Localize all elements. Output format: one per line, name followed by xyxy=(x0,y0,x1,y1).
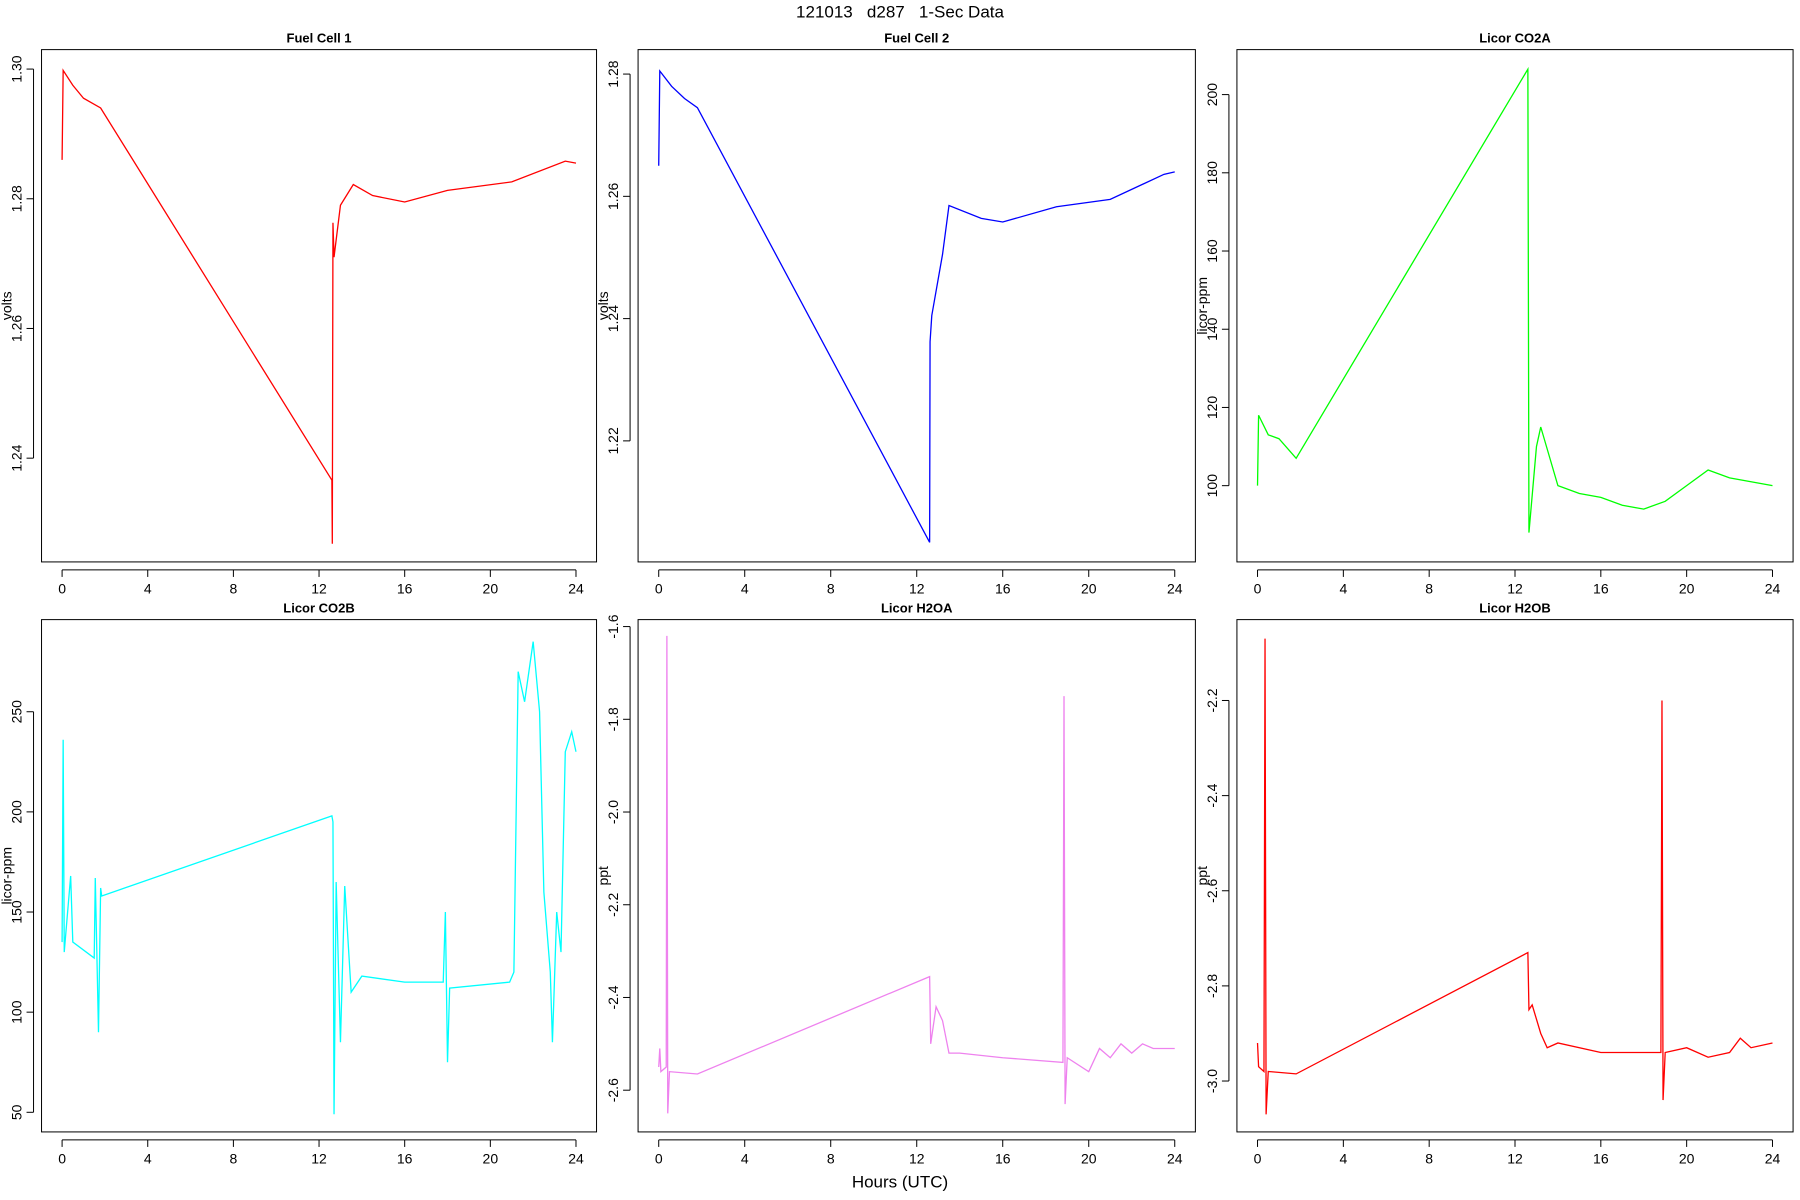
y-axis-label: ppt xyxy=(1194,866,1210,886)
x-tick-label: 16 xyxy=(1593,581,1609,597)
x-axis-label: Hours (UTC) xyxy=(852,1172,948,1191)
x-tick-label: 4 xyxy=(741,581,749,597)
y-tick-label: 1.24 xyxy=(605,305,621,332)
panel-title: Licor H2OA xyxy=(881,601,953,616)
plot-frame xyxy=(637,49,1196,563)
panel-title: Licor H2OB xyxy=(1479,601,1551,616)
data-line xyxy=(1256,638,1773,1115)
data-line xyxy=(658,635,1175,1114)
x-tick-label: 20 xyxy=(1679,1151,1695,1167)
x-tick-label: 12 xyxy=(311,581,327,597)
y-tick-label: 140 xyxy=(1204,317,1220,341)
x-tick-label: 8 xyxy=(1425,581,1433,597)
y-tick-label: -1.8 xyxy=(605,707,621,731)
y-tick-label: 1.28 xyxy=(9,185,25,212)
y-axis-label: ppt xyxy=(595,866,611,886)
y-tick-label: -2.2 xyxy=(605,892,621,916)
x-tick-label: 8 xyxy=(827,581,835,597)
x-tick-label: 8 xyxy=(229,1151,237,1167)
x-tick-label: 0 xyxy=(58,1151,66,1167)
x-tick-label: 20 xyxy=(483,1151,499,1167)
x-tick-label: 24 xyxy=(1765,581,1781,597)
panel-title: Fuel Cell 1 xyxy=(287,31,352,46)
y-tick-label: -2.6 xyxy=(1204,878,1220,902)
y-tick-label: 50 xyxy=(9,1104,25,1120)
plot-frame xyxy=(637,619,1196,1133)
plot-frame xyxy=(41,619,598,1133)
x-tick-label: 20 xyxy=(1679,581,1695,597)
y-tick-label: 1.22 xyxy=(605,427,621,454)
plot-frame xyxy=(1236,49,1794,563)
y-tick-label: -2.4 xyxy=(605,985,621,1009)
y-tick-label: -2.6 xyxy=(605,1078,621,1102)
y-tick-label: 250 xyxy=(9,700,25,724)
x-tick-label: 20 xyxy=(1081,581,1097,597)
y-tick-label: 1.28 xyxy=(605,60,621,87)
y-axis-label: licor-ppm xyxy=(1194,277,1210,335)
y-tick-label: -2.2 xyxy=(1204,688,1220,712)
y-tick-label: 1.30 xyxy=(9,55,25,82)
plot-frame xyxy=(1236,619,1794,1133)
x-tick-label: 24 xyxy=(568,581,584,597)
y-tick-label: 100 xyxy=(9,1000,25,1024)
y-tick-label: -2.4 xyxy=(1204,783,1220,807)
x-tick-label: 12 xyxy=(311,1151,327,1167)
x-tick-label: 0 xyxy=(1254,1151,1262,1167)
panel-title: Licor CO2A xyxy=(1479,31,1551,46)
y-tick-label: -1.6 xyxy=(605,614,621,638)
y-tick-label: 1.26 xyxy=(9,315,25,342)
x-tick-label: 16 xyxy=(397,581,413,597)
panel-title: Fuel Cell 2 xyxy=(884,31,949,46)
x-tick-label: 4 xyxy=(144,581,152,597)
x-tick-label: 20 xyxy=(1081,1151,1097,1167)
data-line xyxy=(61,68,577,544)
x-tick-label: 24 xyxy=(1167,1151,1183,1167)
y-tick-label: 200 xyxy=(9,800,25,824)
x-tick-label: 16 xyxy=(1593,1151,1609,1167)
figure-title: 121013 d287 1-Sec Data xyxy=(796,2,1004,21)
data-line xyxy=(658,69,1175,543)
x-tick-label: 24 xyxy=(1167,581,1183,597)
x-tick-label: 20 xyxy=(483,581,499,597)
x-tick-label: 24 xyxy=(568,1151,584,1167)
x-tick-label: 16 xyxy=(995,1151,1011,1167)
y-tick-label: 1.24 xyxy=(9,444,25,471)
y-tick-label: 180 xyxy=(1204,161,1220,185)
plot-frame xyxy=(41,49,598,563)
y-tick-label: 150 xyxy=(9,900,25,924)
x-tick-label: 4 xyxy=(1339,581,1347,597)
data-line xyxy=(61,641,577,1115)
y-tick-label: 120 xyxy=(1204,396,1220,420)
y-tick-label: -2.0 xyxy=(605,800,621,824)
y-tick-label: 100 xyxy=(1204,474,1220,498)
x-tick-label: 12 xyxy=(1507,581,1523,597)
x-tick-label: 4 xyxy=(741,1151,749,1167)
x-tick-label: 0 xyxy=(1254,581,1262,597)
x-tick-label: 8 xyxy=(827,1151,835,1167)
panel-title: Licor CO2B xyxy=(283,601,355,616)
x-tick-label: 4 xyxy=(1339,1151,1347,1167)
y-axis-label: licor-ppm xyxy=(0,847,15,905)
y-axis-label: volts xyxy=(0,291,15,320)
y-tick-label: -2.8 xyxy=(1204,974,1220,998)
y-tick-label: 200 xyxy=(1204,83,1220,107)
x-tick-label: 12 xyxy=(1507,1151,1523,1167)
y-tick-label: 160 xyxy=(1204,239,1220,263)
y-tick-label: -3.0 xyxy=(1204,1069,1220,1093)
y-axis-label: volts xyxy=(595,291,611,320)
x-tick-label: 12 xyxy=(909,581,925,597)
x-tick-label: 16 xyxy=(995,581,1011,597)
x-tick-label: 12 xyxy=(909,1151,925,1167)
x-tick-label: 0 xyxy=(655,581,663,597)
x-tick-label: 24 xyxy=(1765,1151,1781,1167)
x-tick-label: 4 xyxy=(144,1151,152,1167)
x-tick-label: 8 xyxy=(229,581,237,597)
x-tick-label: 0 xyxy=(58,581,66,597)
x-tick-label: 0 xyxy=(655,1151,663,1167)
x-tick-label: 8 xyxy=(1425,1151,1433,1167)
y-tick-label: 1.26 xyxy=(605,183,621,210)
data-line xyxy=(1256,66,1773,533)
x-tick-label: 16 xyxy=(397,1151,413,1167)
